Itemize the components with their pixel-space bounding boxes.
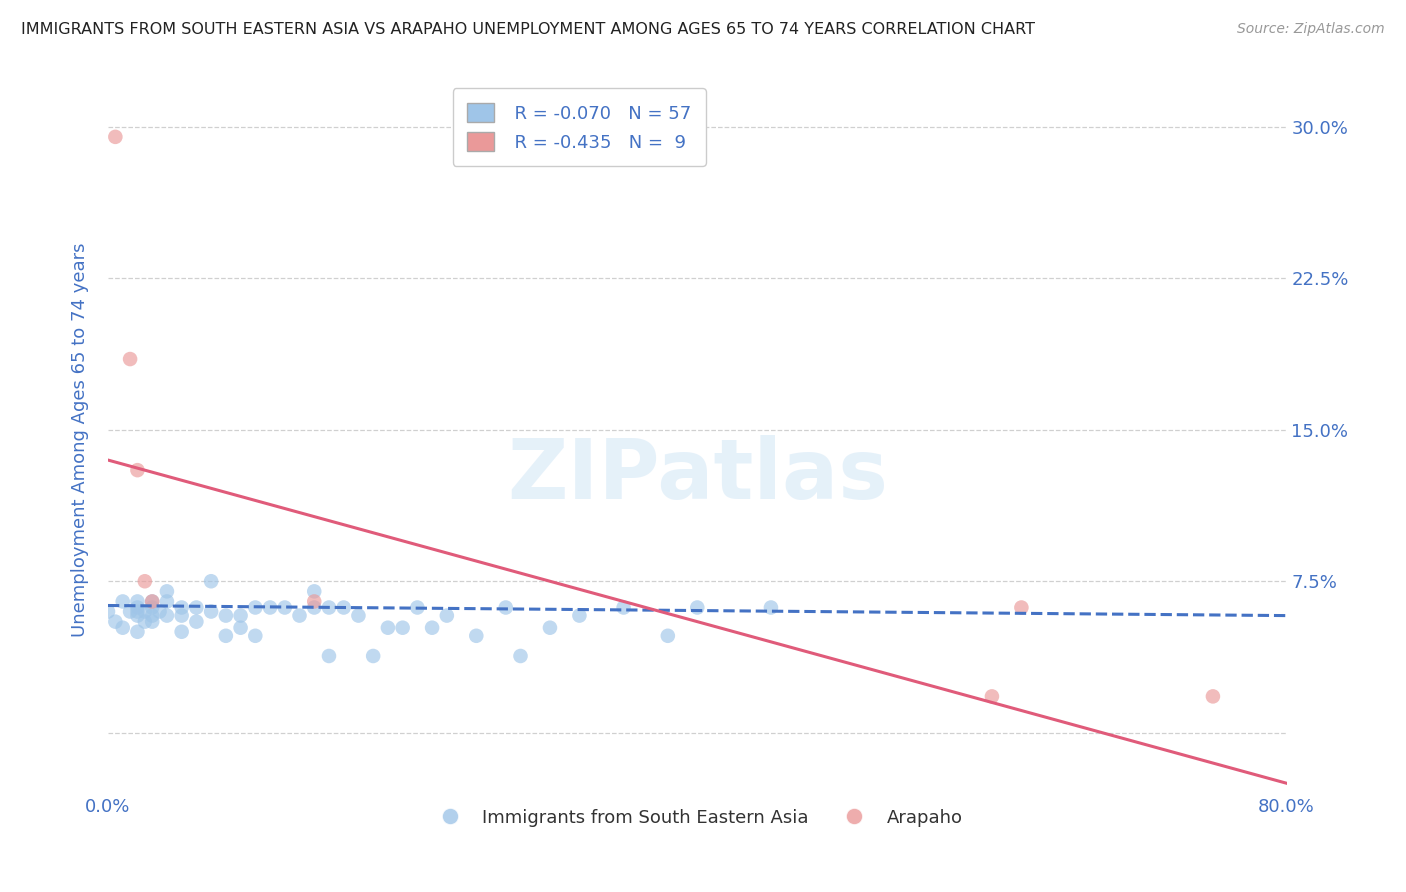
Point bbox=[436, 608, 458, 623]
Point bbox=[111, 621, 134, 635]
Point bbox=[127, 605, 149, 619]
Point bbox=[347, 608, 370, 623]
Point bbox=[465, 629, 488, 643]
Point bbox=[538, 621, 561, 635]
Point bbox=[215, 629, 238, 643]
Point bbox=[420, 621, 443, 635]
Point bbox=[229, 621, 252, 635]
Point bbox=[361, 648, 384, 663]
Point bbox=[200, 574, 222, 589]
Text: IMMIGRANTS FROM SOUTH EASTERN ASIA VS ARAPAHO UNEMPLOYMENT AMONG AGES 65 TO 74 Y: IMMIGRANTS FROM SOUTH EASTERN ASIA VS AR… bbox=[21, 22, 1035, 37]
Point bbox=[104, 615, 127, 629]
Point bbox=[134, 574, 156, 589]
Point bbox=[759, 600, 782, 615]
Point bbox=[200, 605, 222, 619]
Point bbox=[406, 600, 429, 615]
Legend: Immigrants from South Eastern Asia, Arapaho: Immigrants from South Eastern Asia, Arap… bbox=[425, 801, 970, 834]
Text: Source: ZipAtlas.com: Source: ZipAtlas.com bbox=[1237, 22, 1385, 37]
Point bbox=[304, 594, 326, 608]
Point bbox=[111, 594, 134, 608]
Point bbox=[170, 624, 193, 639]
Point bbox=[215, 608, 238, 623]
Point bbox=[156, 594, 179, 608]
Point bbox=[186, 600, 208, 615]
Point bbox=[120, 605, 142, 619]
Point bbox=[134, 615, 156, 629]
Point bbox=[148, 605, 170, 619]
Point bbox=[186, 615, 208, 629]
Point bbox=[127, 608, 149, 623]
Point bbox=[686, 600, 709, 615]
Point bbox=[156, 584, 179, 599]
Point bbox=[304, 584, 326, 599]
Point bbox=[332, 600, 354, 615]
Point bbox=[141, 615, 163, 629]
Point bbox=[120, 352, 142, 367]
Point bbox=[245, 629, 267, 643]
Point bbox=[318, 648, 340, 663]
Y-axis label: Unemployment Among Ages 65 to 74 years: Unemployment Among Ages 65 to 74 years bbox=[72, 243, 89, 637]
Point bbox=[568, 608, 591, 623]
Point bbox=[259, 600, 281, 615]
Point bbox=[229, 608, 252, 623]
Point bbox=[127, 600, 149, 615]
Point bbox=[170, 600, 193, 615]
Text: ZIPatlas: ZIPatlas bbox=[506, 434, 887, 516]
Point bbox=[245, 600, 267, 615]
Point bbox=[104, 129, 127, 144]
Point bbox=[613, 600, 636, 615]
Point bbox=[170, 608, 193, 623]
Point bbox=[981, 690, 1004, 704]
Point bbox=[141, 608, 163, 623]
Point bbox=[97, 605, 120, 619]
Point bbox=[127, 624, 149, 639]
Point bbox=[141, 600, 163, 615]
Point bbox=[127, 594, 149, 608]
Point bbox=[509, 648, 531, 663]
Point bbox=[1010, 600, 1032, 615]
Point bbox=[1202, 690, 1225, 704]
Point bbox=[141, 594, 163, 608]
Point bbox=[304, 600, 326, 615]
Point bbox=[156, 608, 179, 623]
Point bbox=[391, 621, 413, 635]
Point bbox=[141, 594, 163, 608]
Point bbox=[274, 600, 297, 615]
Point bbox=[134, 605, 156, 619]
Point bbox=[318, 600, 340, 615]
Point bbox=[377, 621, 399, 635]
Point bbox=[657, 629, 679, 643]
Point bbox=[288, 608, 311, 623]
Point bbox=[127, 463, 149, 477]
Point bbox=[495, 600, 517, 615]
